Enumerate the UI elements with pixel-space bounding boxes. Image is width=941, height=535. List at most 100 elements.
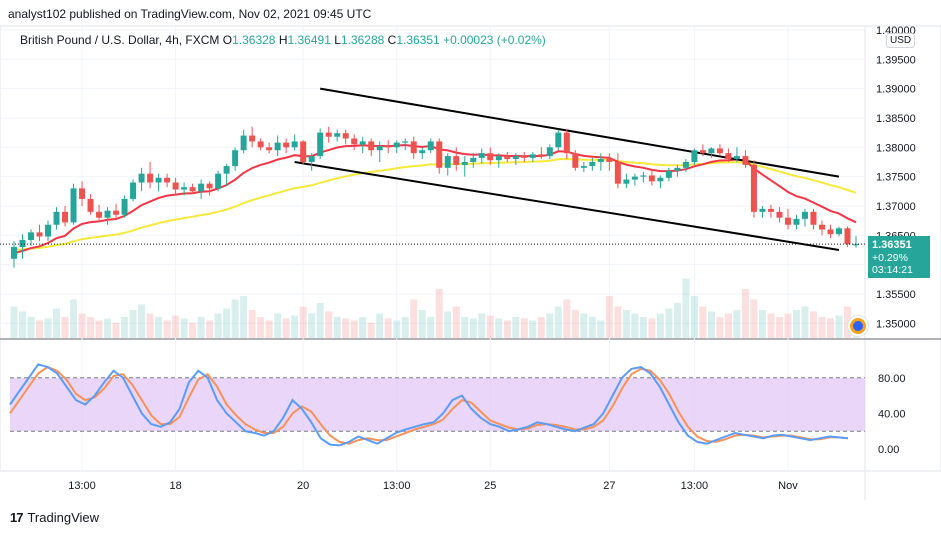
candle-body <box>555 132 562 148</box>
candle-body <box>70 188 77 223</box>
volume-bar <box>418 310 426 338</box>
candle-body <box>453 156 460 165</box>
volume-bar <box>19 311 27 338</box>
volume-bar <box>435 289 443 338</box>
candle-body <box>827 229 834 235</box>
volume-bar <box>818 317 826 338</box>
candle-body <box>699 150 706 154</box>
candle-body <box>206 183 213 189</box>
candle-body <box>742 156 749 165</box>
candle-body <box>198 183 205 192</box>
volume-bar <box>707 311 715 338</box>
candle-body <box>36 232 43 237</box>
candle-body <box>11 247 17 259</box>
candle-body <box>189 187 196 192</box>
volume-bar <box>495 318 503 338</box>
last-price-tag: 1.36351 +0.29% 03:14:21 <box>868 236 930 278</box>
volume-bar <box>129 310 137 338</box>
high-value: 1.36491 <box>287 33 331 47</box>
price-tick-label: 1.38500 <box>876 113 916 125</box>
candle-body <box>257 141 264 148</box>
last-price: 1.36351 <box>872 239 912 251</box>
tradingview-brand[interactable]: 17 TradingView <box>10 510 99 525</box>
volume-bar <box>699 306 707 338</box>
price-tick-label: 1.37500 <box>876 172 916 184</box>
volume-bar <box>690 296 698 338</box>
volume-bar <box>605 296 613 338</box>
candle-body <box>410 141 417 154</box>
volume-bar <box>639 317 647 338</box>
candle-body <box>470 157 477 162</box>
volume-bar <box>665 308 673 338</box>
candle-body <box>181 187 188 190</box>
volume-bar <box>112 322 120 338</box>
price-change-pct: +0.29% <box>872 251 908 264</box>
publisher-line: analyst102 published on TradingView.com,… <box>8 7 372 21</box>
volume-bar <box>622 310 630 338</box>
candle-body <box>274 142 281 151</box>
candle-body <box>853 244 859 246</box>
volume-bar <box>265 320 273 338</box>
candle-body <box>691 150 698 162</box>
candle-body <box>62 211 69 223</box>
candle-body <box>818 224 825 230</box>
volume-bar <box>155 317 163 338</box>
volume-bar <box>206 320 214 338</box>
candle-body <box>546 147 553 157</box>
low-value: 1.36288 <box>340 33 385 47</box>
candle-body <box>28 232 35 241</box>
candle-body <box>393 142 400 148</box>
candle-body <box>580 166 587 168</box>
volume-bar <box>801 306 809 338</box>
candle-body <box>682 161 689 168</box>
volume-bar <box>401 317 409 338</box>
volume-bar <box>809 311 817 338</box>
candle-body <box>240 135 247 151</box>
candle-body <box>325 132 332 137</box>
close-label: C <box>387 33 397 47</box>
candle-body <box>674 167 681 171</box>
candle-body <box>784 217 791 225</box>
candle-body <box>631 176 638 180</box>
candle-body <box>359 141 366 145</box>
stoch-k-line <box>9 363 849 447</box>
volume-bar <box>614 306 622 338</box>
candle-body <box>342 133 349 139</box>
candle-body <box>478 153 485 158</box>
volume-bar <box>775 317 783 338</box>
candle-body <box>759 208 766 212</box>
volume-bar <box>274 313 282 338</box>
high-label: H <box>278 33 288 47</box>
economic-events-icon[interactable] <box>848 316 868 336</box>
currency-badge[interactable]: USD <box>886 33 916 48</box>
time-tick-label: 20 <box>297 480 309 492</box>
candle-body <box>648 175 655 182</box>
candle-body <box>113 210 120 215</box>
volume-bar <box>597 320 605 338</box>
candle-body <box>733 156 740 160</box>
ma-fast-line <box>13 143 857 254</box>
price-tick-label: 1.39000 <box>876 84 916 96</box>
volume-bar <box>546 313 554 338</box>
volume-bar <box>214 313 222 338</box>
volume-bar <box>537 317 545 338</box>
candle-body <box>495 156 502 161</box>
candle-body <box>444 156 451 168</box>
volume-bar <box>342 318 350 338</box>
bar-countdown: 03:14:21 <box>872 264 913 276</box>
candle-body <box>334 133 341 137</box>
candle-body <box>801 211 808 219</box>
channel-upper-line <box>320 87 840 178</box>
candle-body <box>538 154 545 157</box>
close-value: 1.36351 <box>396 33 440 47</box>
volume-bar <box>376 313 384 338</box>
candle-body <box>810 211 817 225</box>
volume-bar <box>588 317 596 338</box>
symbol-legend: British Pound / U.S. Dollar, 4h, FXCM O1… <box>20 33 546 47</box>
candle-body <box>385 146 392 148</box>
candle-body <box>657 177 664 182</box>
time-tick-label: 13:00 <box>681 480 709 492</box>
volume-bar <box>248 310 256 338</box>
open-label: O <box>222 33 233 47</box>
